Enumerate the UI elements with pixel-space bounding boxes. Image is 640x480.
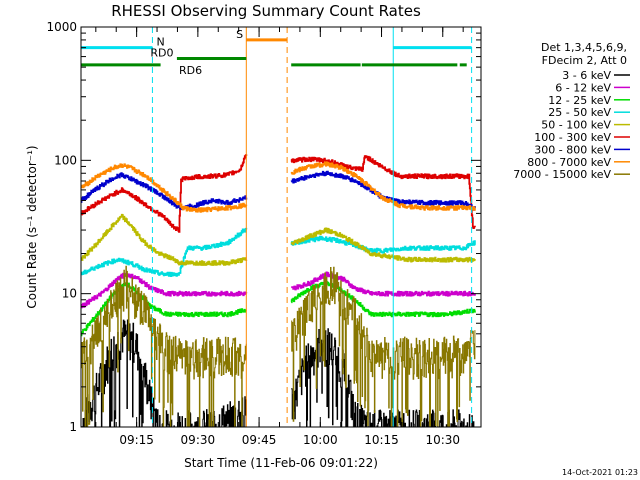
series-line-1 <box>81 319 475 428</box>
legend-label-8: 800 - 7000 keV <box>527 156 611 169</box>
x-tick-label-5: 10:15 <box>364 433 399 447</box>
series-line-4 <box>80 227 476 277</box>
legend-header-2: FDecim 2, Att 0 <box>542 54 627 67</box>
legend: Det 1,3,4,5,6,9,FDecim 2, Att 0 3 - 6 keV… <box>513 41 630 181</box>
series-line-9 <box>81 265 476 428</box>
legend-label-1: 3 - 6 keV <box>562 69 611 82</box>
legend-label-3: 12 - 25 keV <box>548 94 611 107</box>
x-tick-label-1: 09:15 <box>119 433 154 447</box>
legend-label-9: 7000 - 15000 keV <box>513 168 611 181</box>
series-line-2 <box>80 271 476 309</box>
legend-label-7: 300 - 800 keV <box>534 143 611 156</box>
x-tick-label-2: 09:30 <box>181 433 216 447</box>
series-line-5 <box>80 213 476 266</box>
y-tick-label-1: 1 <box>69 420 77 434</box>
footer-date: 14-Oct-2021 01:23 <box>562 468 638 477</box>
chart-title: RHESSI Observing Summary Count Rates <box>111 2 421 20</box>
flag-label-s: S <box>236 28 243 41</box>
series-layer <box>80 154 476 428</box>
legend-label-2: 6 - 12 keV <box>555 81 611 94</box>
y-axis-label: Count Rate (s⁻¹ detector⁻¹) <box>25 145 39 308</box>
x-tick-label-3: 09:45 <box>242 433 277 447</box>
y-tick-label-2: 10 <box>62 287 77 301</box>
y-tick-label-4: 1000 <box>46 20 77 34</box>
flag-label-rd6: RD6 <box>179 64 202 77</box>
x-tick-label-6: 10:30 <box>425 433 460 447</box>
legend-label-4: 25 - 50 keV <box>548 106 611 119</box>
axes: 1 10 100 1000 09:15 09:30 09:45 10:00 10:15 10:30 <box>46 20 481 447</box>
flag-label-n: N <box>157 36 165 49</box>
x-tick-label-4: 10:00 <box>303 433 338 447</box>
legend-label-6: 100 - 300 keV <box>534 131 611 144</box>
y-tick-label-3: 100 <box>54 153 77 167</box>
series-line-6 <box>80 154 476 233</box>
series-line-3 <box>80 280 476 337</box>
series-line-8 <box>80 161 476 213</box>
x-axis-label: Start Time (11-Feb-06 09:01:22) <box>184 456 378 470</box>
legend-label-5: 50 - 100 keV <box>541 119 611 132</box>
plot-frame <box>80 26 482 428</box>
flag-label-rd0: RD0 <box>150 47 173 60</box>
legend-header-1: Det 1,3,4,5,6,9, <box>541 41 627 54</box>
